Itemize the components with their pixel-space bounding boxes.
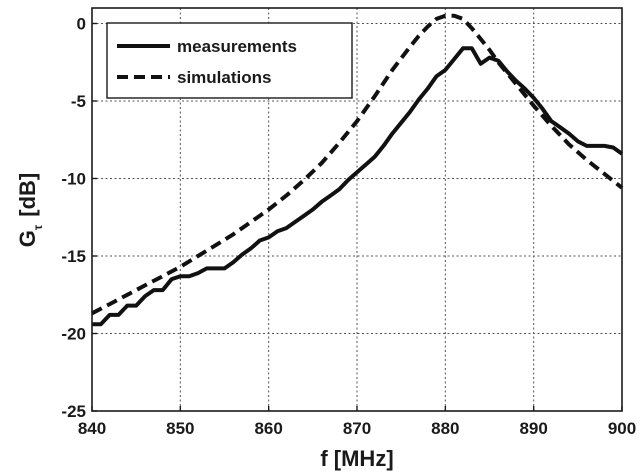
series-layer [91,13,624,327]
y-axis-label: Gτ [dB] [15,173,45,247]
x-axis-label: f [MHz] [320,446,393,471]
svg-text:Gτ[dB]: Gτ [dB] [15,173,45,247]
y-tick-label: -5 [71,92,86,111]
x-tick-label: 880 [431,419,459,438]
y-axis-label-subscript: τ [31,224,45,230]
y-axis-label-symbol: G [15,230,40,247]
tick-layer: 840 850 860 870 880 890 900 0 -5 -10 -15 -20 -25 [61,15,636,439]
x-tick-label: 890 [519,419,547,438]
y-tick-label: -20 [61,325,86,344]
x-tick-label: 860 [254,419,282,438]
y-tick-label: -25 [61,402,86,421]
x-tick-label: 840 [78,419,106,438]
y-tick-label: 0 [77,15,86,34]
x-tick-label: 850 [166,419,194,438]
legend-box [106,22,353,99]
y-tick-label: -10 [61,170,86,189]
legend-label-measurements: measurements [177,37,297,56]
legend: measurements simulations [106,22,353,99]
legend-label-simulations: simulations [177,68,271,87]
series-line-measurements [92,46,624,327]
x-tick-label: 870 [343,419,371,438]
y-axis-label-unit: [dB] [15,173,40,217]
x-tick-label: 900 [608,419,636,438]
y-tick-label: -15 [61,247,86,266]
